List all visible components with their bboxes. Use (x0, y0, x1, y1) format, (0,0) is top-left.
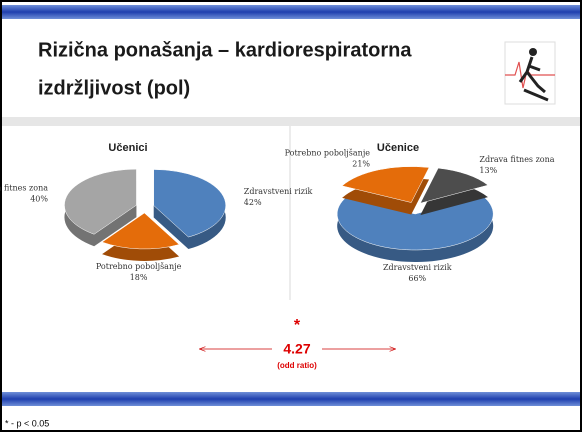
slice-value: 21% (352, 159, 370, 168)
divider-band (2, 117, 580, 126)
slice (419, 167, 489, 204)
slice-label: Zdrava fitnes zona (0, 183, 48, 192)
slice-label: Zdravstveni rizik (244, 187, 313, 196)
icon (504, 41, 556, 105)
slice (341, 166, 430, 203)
odds-ratio-label: (odd ratio) (277, 361, 317, 370)
bottom-bar (2, 392, 580, 406)
slice-value: 40% (30, 194, 48, 203)
slice-value: 66% (408, 274, 426, 283)
slice (336, 195, 494, 251)
chart-title: Učenice (377, 142, 419, 154)
slice-label: Potrebno poboljšanje (285, 148, 371, 157)
slice-label: Potrebno poboljšanje (96, 262, 182, 271)
footnote: * - p < 0.05 (5, 418, 49, 428)
slice-value: 18% (130, 273, 148, 282)
slice-value: 42% (244, 198, 262, 207)
title: izdržljivost (pol) (38, 77, 190, 99)
slice-label: Zdravstveni rizik (383, 263, 452, 272)
top-bar (2, 5, 580, 19)
chart-title: Učenici (108, 142, 147, 154)
slice (153, 169, 226, 238)
slice-value: 13% (479, 166, 497, 175)
odds-ratio: 4.27 (283, 341, 310, 357)
slice (64, 168, 137, 235)
slice (101, 212, 180, 250)
slice-label: Zdrava fitnes zona (479, 155, 554, 164)
significance: * (294, 317, 301, 334)
title: Rizična ponašanja – kardiorespiratorna (38, 39, 412, 61)
